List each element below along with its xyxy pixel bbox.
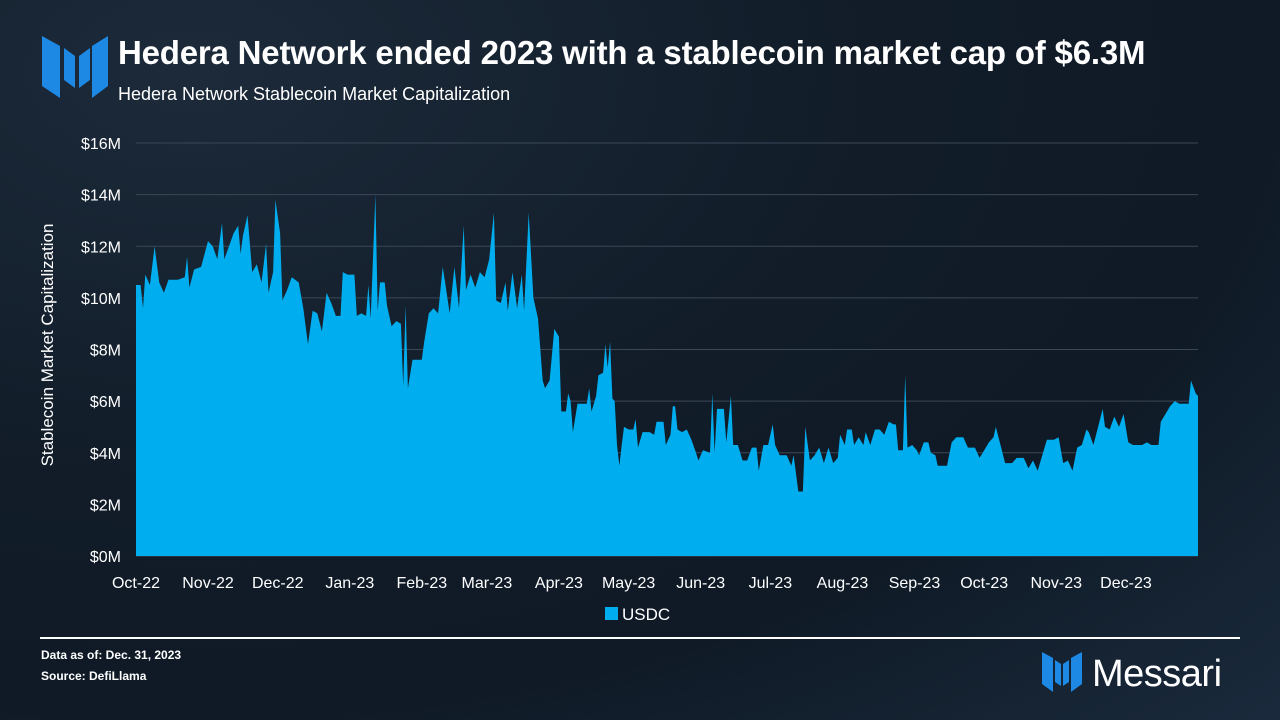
- x-tick-label: Jan-23: [325, 575, 374, 592]
- messari-brand-name: Messari: [1092, 653, 1222, 695]
- x-tick-label: Nov-22: [182, 575, 234, 592]
- y-axis-label: Stablecoin Market Capitalization: [38, 224, 57, 467]
- chart-title: Hedera Network ended 2023 with a stablec…: [118, 34, 1146, 71]
- y-tick-label: $14M: [81, 188, 121, 205]
- x-tick-label: Jun-23: [676, 575, 725, 592]
- x-tick-label: Aug-23: [817, 575, 869, 592]
- x-tick-label: Nov-23: [1030, 575, 1082, 592]
- x-axis-ticks: Oct-22 Nov-22 Dec-22 Jan-23 Feb-23 Mar-23 Apr-…: [112, 575, 1152, 592]
- y-tick-label: $0M: [90, 549, 121, 566]
- x-tick-label: Jul-23: [749, 575, 793, 592]
- y-tick-label: $10M: [81, 291, 121, 308]
- y-axis-ticks: $0M $2M $4M $6M $8M $10M $12M $14M $16M: [81, 136, 121, 566]
- x-tick-label: Sep-23: [889, 575, 941, 592]
- legend-label-usdc: USDC: [622, 605, 670, 624]
- y-tick-label: $8M: [90, 343, 121, 360]
- y-tick-label: $6M: [90, 394, 121, 411]
- x-tick-label: Dec-23: [1100, 575, 1152, 592]
- y-tick-label: $12M: [81, 239, 121, 256]
- chart-subtitle: Hedera Network Stablecoin Market Capital…: [118, 84, 511, 104]
- messari-logo-icon: [42, 36, 108, 98]
- usdc-area: [136, 194, 1198, 556]
- legend: USDC: [605, 605, 670, 624]
- x-tick-label: Mar-23: [462, 575, 513, 592]
- footer-divider: [40, 637, 1240, 639]
- legend-swatch-usdc: [605, 607, 618, 620]
- x-tick-label: May-23: [602, 575, 655, 592]
- x-tick-label: Apr-23: [535, 575, 583, 592]
- x-tick-label: Dec-22: [252, 575, 304, 592]
- source-note: Source: DefiLlama: [41, 669, 147, 683]
- x-tick-label: Oct-22: [112, 575, 160, 592]
- series-layer: [136, 194, 1198, 556]
- x-tick-label: Oct-23: [960, 575, 1008, 592]
- data-as-of-note: Data as of: Dec. 31, 2023: [41, 648, 182, 662]
- messari-brand-icon: [1042, 652, 1082, 692]
- y-tick-label: $4M: [90, 446, 121, 463]
- y-tick-label: $2M: [90, 497, 121, 514]
- x-tick-label: Feb-23: [396, 575, 447, 592]
- y-tick-label: $16M: [81, 136, 121, 153]
